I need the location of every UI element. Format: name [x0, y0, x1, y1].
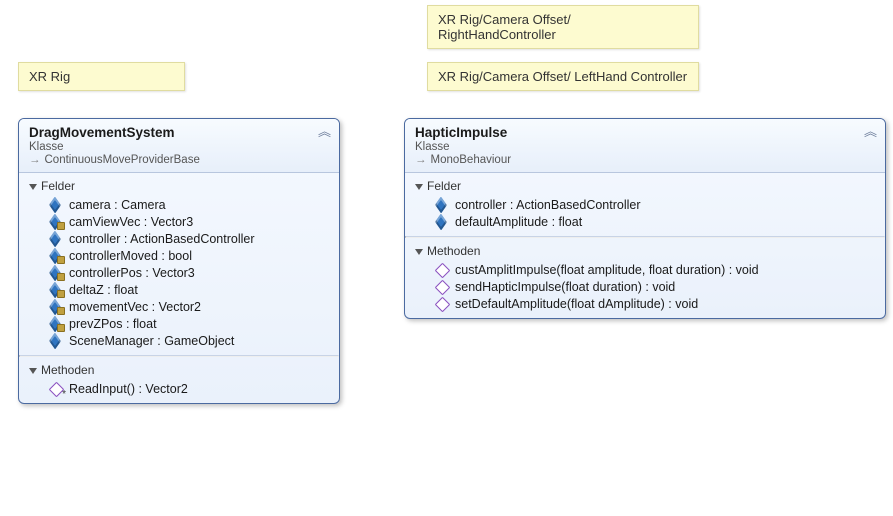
fields-section: Felder controller : ActionBasedControlle…: [405, 173, 885, 236]
expander-icon[interactable]: [29, 184, 37, 190]
class-title: HapticImpulse: [415, 125, 875, 140]
inherit-arrow-icon: →: [29, 154, 41, 166]
field-private-icon: [49, 300, 63, 314]
method-sig: ReadInput() : Vector2: [69, 382, 188, 396]
field-item[interactable]: controller : ActionBasedController: [411, 196, 879, 213]
field-item[interactable]: prevZPos : float: [25, 315, 333, 332]
class-hapticimpulse[interactable]: HapticImpulse Klasse → MonoBehaviour ︽ Fe…: [404, 118, 886, 319]
field-icon: [49, 232, 63, 246]
class-stereotype: Klasse: [29, 141, 329, 153]
expander-icon[interactable]: [415, 249, 423, 255]
field-sig: prevZPos : float: [69, 317, 157, 331]
field-sig: defaultAmplitude : float: [455, 215, 582, 229]
note-xr-rig: XR Rig: [18, 62, 185, 91]
field-private-icon: [49, 317, 63, 331]
class-title: DragMovementSystem: [29, 125, 329, 140]
field-private-icon: [49, 283, 63, 297]
class-stereotype: Klasse: [415, 141, 875, 153]
methods-section-title[interactable]: Methoden: [411, 242, 879, 260]
fields-label: Felder: [427, 179, 461, 193]
field-private-icon: [49, 215, 63, 229]
method-item[interactable]: custAmplitImpulse(float amplitude, float…: [411, 261, 879, 278]
field-icon: [435, 198, 449, 212]
collapse-icon[interactable]: ︽: [864, 125, 877, 138]
expander-icon[interactable]: [415, 184, 423, 190]
note-lefthand-text: XR Rig/Camera Offset/ LeftHand Controlle…: [438, 69, 687, 84]
note-righthand-text: XR Rig/Camera Offset/ RightHandControlle…: [438, 12, 571, 42]
methods-label: Methoden: [41, 363, 94, 377]
field-private-icon: [49, 249, 63, 263]
field-icon: [49, 198, 63, 212]
class-dragmovementsystem[interactable]: DragMovementSystem Klasse → ContinuousMov…: [18, 118, 340, 404]
class-header: DragMovementSystem Klasse → ContinuousMov…: [19, 119, 339, 173]
class-inherits-text: MonoBehaviour: [431, 154, 512, 166]
methods-section: Methoden ReadInput() : Vector2: [19, 357, 339, 403]
field-sig: SceneManager : GameObject: [69, 334, 234, 348]
fields-section-title[interactable]: Felder: [411, 177, 879, 195]
fields-label: Felder: [41, 179, 75, 193]
field-sig: controller : ActionBasedController: [69, 232, 255, 246]
note-xr-rig-text: XR Rig: [29, 69, 70, 84]
method-sig: sendHapticImpulse(float duration) : void: [455, 280, 675, 294]
field-sig: controllerPos : Vector3: [69, 266, 195, 280]
field-item[interactable]: SceneManager : GameObject: [25, 332, 333, 349]
field-item[interactable]: camViewVec : Vector3: [25, 213, 333, 230]
method-icon: [435, 280, 449, 294]
method-item[interactable]: setDefaultAmplitude(float dAmplitude) : …: [411, 295, 879, 312]
methods-section: Methoden custAmplitImpulse(float amplitu…: [405, 238, 885, 318]
field-item[interactable]: controller : ActionBasedController: [25, 230, 333, 247]
methods-list: custAmplitImpulse(float amplitude, float…: [411, 260, 879, 316]
class-inherits-text: ContinuousMoveProviderBase: [45, 154, 200, 166]
field-private-icon: [49, 266, 63, 280]
field-sig: movementVec : Vector2: [69, 300, 201, 314]
field-icon: [49, 334, 63, 348]
fields-section-title[interactable]: Felder: [25, 177, 333, 195]
note-lefthand: XR Rig/Camera Offset/ LeftHand Controlle…: [427, 62, 699, 91]
class-header: HapticImpulse Klasse → MonoBehaviour ︽: [405, 119, 885, 173]
field-item[interactable]: controllerMoved : bool: [25, 247, 333, 264]
method-icon: [435, 297, 449, 311]
note-righthand: XR Rig/Camera Offset/ RightHandControlle…: [427, 5, 699, 49]
field-item[interactable]: camera : Camera: [25, 196, 333, 213]
field-sig: controller : ActionBasedController: [455, 198, 641, 212]
method-sig: custAmplitImpulse(float amplitude, float…: [455, 263, 759, 277]
fields-section: Felder camera : Camera camViewVec : Vect…: [19, 173, 339, 355]
method-icon: [435, 263, 449, 277]
fields-list: controller : ActionBasedController defau…: [411, 195, 879, 234]
field-sig: controllerMoved : bool: [69, 249, 192, 263]
method-override-icon: [49, 382, 63, 396]
expander-icon[interactable]: [29, 368, 37, 374]
inherit-arrow-icon: →: [415, 154, 427, 166]
methods-section-title[interactable]: Methoden: [25, 361, 333, 379]
methods-label: Methoden: [427, 244, 480, 258]
field-item[interactable]: defaultAmplitude : float: [411, 213, 879, 230]
method-item[interactable]: ReadInput() : Vector2: [25, 380, 333, 397]
class-inherits: → ContinuousMoveProviderBase: [29, 154, 329, 166]
method-item[interactable]: sendHapticImpulse(float duration) : void: [411, 278, 879, 295]
field-sig: deltaZ : float: [69, 283, 138, 297]
collapse-icon[interactable]: ︽: [318, 125, 331, 138]
methods-list: ReadInput() : Vector2: [25, 379, 333, 401]
field-sig: camera : Camera: [69, 198, 166, 212]
field-sig: camViewVec : Vector3: [69, 215, 193, 229]
method-sig: setDefaultAmplitude(float dAmplitude) : …: [455, 297, 698, 311]
field-item[interactable]: movementVec : Vector2: [25, 298, 333, 315]
field-icon: [435, 215, 449, 229]
field-item[interactable]: controllerPos : Vector3: [25, 264, 333, 281]
field-item[interactable]: deltaZ : float: [25, 281, 333, 298]
fields-list: camera : Camera camViewVec : Vector3 con…: [25, 195, 333, 353]
class-inherits: → MonoBehaviour: [415, 154, 875, 166]
